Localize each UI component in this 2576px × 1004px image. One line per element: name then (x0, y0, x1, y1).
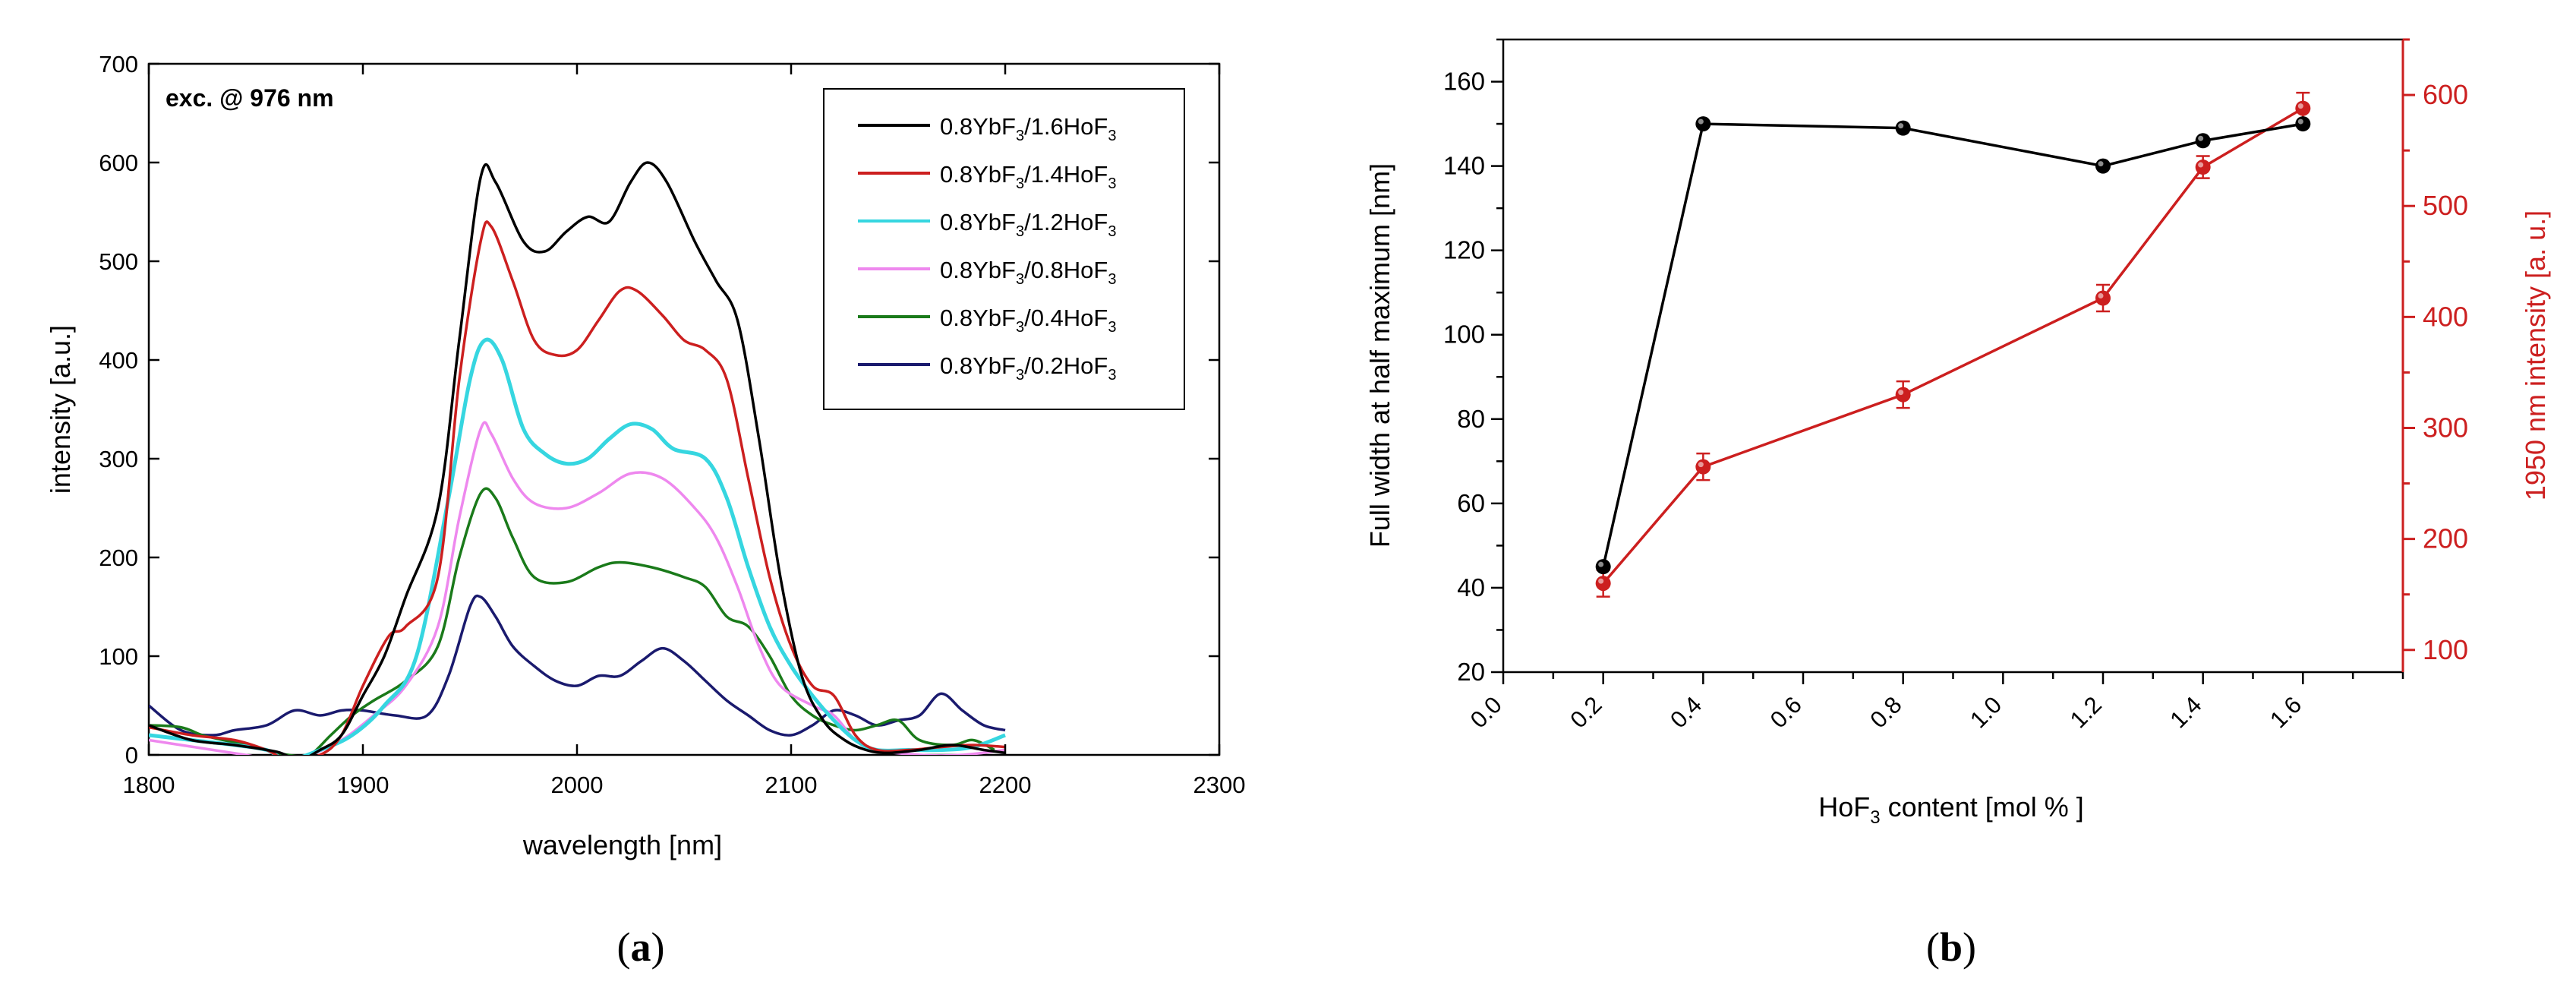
y-tick-label: 160 (1443, 68, 1485, 96)
x-tick-label: 1.6 (2265, 691, 2306, 733)
data-point (1895, 387, 1911, 403)
y-tick-label: 80 (1457, 405, 1485, 433)
legend-item: 0.8YbF3/1.6HoF3 (858, 113, 1116, 144)
legend-box (823, 88, 1185, 410)
y2-tick-label: 100 (2423, 634, 2468, 665)
data-point (1695, 116, 1711, 132)
series-line (149, 594, 1006, 737)
series-line (1602, 107, 2304, 585)
series-line (149, 421, 1006, 755)
legend-item: 0.8YbF3/1.4HoF3 (858, 161, 1116, 192)
data-point (2195, 133, 2211, 149)
y-tick-label: 100 (1443, 320, 1485, 349)
x-tick-label: 0.6 (1765, 691, 1807, 733)
annotation-excitation: exc. @ 976 nm (166, 84, 334, 112)
y-tick-label: 40 (1457, 573, 1485, 601)
x-axis-label-b: HoF3 content [mol % ] (1818, 791, 2084, 828)
legend-text: 0.8YbF3/1.2HoF3 (940, 209, 1116, 240)
x-tick-label: 1800 (123, 772, 175, 798)
y-axis-label-b: Full width at half maximum [nm] (1364, 163, 1395, 548)
data-point (1595, 576, 1611, 592)
legend-item: 0.8YbF3/0.4HoF3 (858, 305, 1116, 336)
series-group-a (149, 161, 1006, 755)
caption-b: (b) (1926, 924, 1976, 970)
legend-text: 0.8YbF3/0.8HoF3 (940, 257, 1116, 288)
y-tick-label: 400 (99, 347, 138, 374)
plot-frame-a (147, 62, 1221, 756)
series-line (149, 161, 1006, 755)
data-point-highlight (1598, 578, 1604, 584)
x-tick-label: 2100 (765, 772, 818, 798)
data-point (2095, 158, 2111, 174)
legend-text: 0.8YbF3/0.4HoF3 (940, 305, 1116, 336)
axis-ticks-a: 1800 1900 2000 2100 2200 2300 0 100 200 300 400 500… (99, 51, 1245, 798)
x-tick-label: 1.0 (1965, 691, 2007, 733)
y-tick-label: 100 (99, 643, 138, 670)
y-tick-label: 20 (1457, 658, 1485, 686)
data-point-highlight (1698, 118, 1704, 125)
y-tick-label: 300 (99, 446, 138, 472)
y-tick-label: 120 (1443, 236, 1485, 264)
legend-a: 0.8YbF3/1.6HoF3 0.8YbF3/1.4HoF3 0.8YbF3/… (823, 88, 1185, 410)
x-tick-label: 0.8 (1865, 691, 1906, 733)
data-point-highlight (2297, 118, 2303, 125)
data-point-highlight (2198, 162, 2204, 168)
data-point (2295, 100, 2311, 116)
x-tick-label: 1900 (337, 772, 389, 798)
x-tick-label: 0.0 (1465, 691, 1507, 733)
y-tick-label: 0 (125, 742, 138, 769)
y-tick-label: 600 (99, 150, 138, 176)
y2-tick-label: 200 (2423, 523, 2468, 554)
axis-ticks-b: 0.0 0.2 0.4 0.6 0.8 1.0 1.2 1.4 1.6 20 40 60 80 100 12… (1443, 38, 2468, 733)
y2-tick-label: 300 (2423, 412, 2468, 443)
panel-b: 0.0 0.2 0.4 0.6 0.8 1.0 1.2 1.4 1.6 20 40 60 80 100 12… (1364, 38, 2551, 970)
legend-item: 0.8YbF3/0.8HoF3 (858, 257, 1116, 288)
data-point-highlight (1598, 561, 1604, 567)
y-tick-label: 140 (1443, 152, 1485, 180)
data-point (2195, 159, 2211, 175)
data-point-highlight (2198, 135, 2204, 141)
data-point-highlight (1898, 123, 1904, 129)
x-axis-label-a: wavelength [nm] (522, 829, 722, 860)
legend-text: 0.8YbF3/1.4HoF3 (940, 161, 1116, 192)
y2-tick-label: 600 (2423, 79, 2468, 110)
x-tick-label: 2000 (551, 772, 604, 798)
data-point (2295, 116, 2311, 132)
y2-axis-label-b: 1950 nm intensity [a. u.] (2520, 210, 2551, 500)
data-point-highlight (1698, 462, 1704, 468)
y-tick-label: 700 (99, 51, 138, 77)
x-tick-label: 0.4 (1665, 691, 1707, 733)
series-line (149, 337, 1006, 755)
data-point (1595, 559, 1611, 575)
series-line (149, 487, 995, 755)
data-point (1895, 120, 1911, 136)
panel-a: 1800 1900 2000 2100 2200 2300 0 100 200 300 400 500… (45, 51, 1245, 970)
x-tick-label: 2200 (979, 772, 1032, 798)
x-tick-label: 1.2 (2065, 691, 2107, 733)
data-point-highlight (2098, 293, 2104, 299)
data-point (2095, 290, 2111, 306)
caption-a: (a) (617, 924, 665, 970)
x-tick-label: 1.4 (2165, 691, 2206, 733)
data-point-highlight (2297, 103, 2303, 109)
legend-text: 0.8YbF3/1.6HoF3 (940, 113, 1116, 144)
data-point-highlight (2098, 161, 2104, 167)
y-tick-label: 200 (99, 545, 138, 571)
legend-text: 0.8YbF3/0.2HoF3 (940, 352, 1116, 384)
legend-item: 0.8YbF3/1.2HoF3 (858, 209, 1116, 240)
x-tick-label: 2300 (1193, 772, 1246, 798)
data-point-highlight (1898, 390, 1904, 396)
y-tick-label: 500 (99, 248, 138, 275)
data-point (1695, 459, 1711, 475)
series-group-b (1595, 91, 2311, 598)
y-axis-label-a: intensity [a.u.] (45, 325, 76, 494)
x-tick-label: 0.2 (1565, 691, 1606, 733)
y-tick-label: 60 (1457, 489, 1485, 517)
y2-tick-label: 500 (2423, 190, 2468, 221)
legend-item: 0.8YbF3/0.2HoF3 (858, 352, 1116, 384)
series-line (1601, 122, 2303, 567)
y2-tick-label: 400 (2423, 301, 2468, 332)
